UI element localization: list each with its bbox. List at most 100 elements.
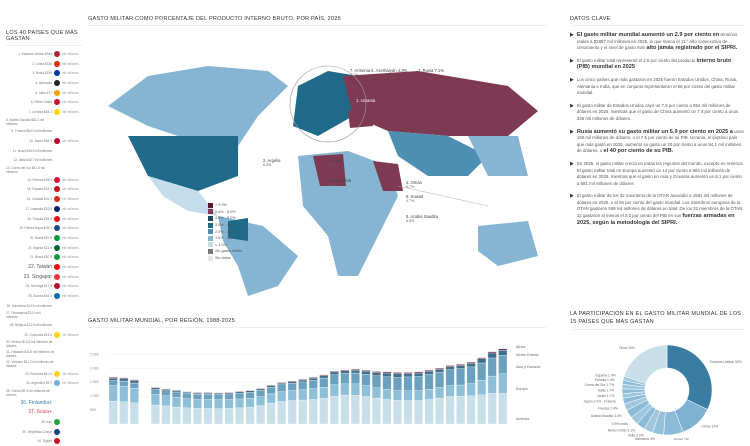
country-label: 19. Países Bajos $28.4 <box>19 226 52 230</box>
bar-segment <box>256 390 265 396</box>
bar-segment <box>120 378 129 379</box>
country-label: 29. Colombia $13.4 <box>24 333 52 337</box>
annotation-name: 7. Armenia 6. Azerbaiyán 4.3% <box>350 68 407 73</box>
country-label: 2. China $336 <box>32 62 52 66</box>
bar-segment <box>383 373 392 377</box>
bar-segment <box>204 408 213 424</box>
slice-label: Estados Unidos 32% <box>710 360 741 364</box>
bar-segment <box>225 394 234 400</box>
country-amount: mil millones <box>62 284 82 288</box>
bar-segment <box>183 392 192 393</box>
bar-segment <box>467 362 476 363</box>
country-label: 21. Brasil $20.9 <box>30 255 52 259</box>
bar-segment <box>277 385 286 392</box>
key-fact: ▶Los cinco países que más gastaron en 20… <box>570 77 745 97</box>
list-item: 37. Suiza+ <box>6 407 82 417</box>
list-item: 13. Corea del Sur $47.6 mil millones <box>6 165 82 175</box>
bar-segment <box>183 393 192 398</box>
bar-segment <box>172 391 181 392</box>
bar-segment <box>298 382 307 390</box>
list-item: 30. México $12.6 mil millones de dólares <box>6 340 82 350</box>
bar-segment <box>404 374 413 377</box>
country-label: 32. Vietnam $11.3 mil millones de dólare… <box>6 360 55 368</box>
flag-icon <box>54 293 60 299</box>
bar-segment <box>362 374 371 385</box>
bar-segment <box>288 391 297 401</box>
bullet-icon: ▶ <box>570 193 574 226</box>
legend-swatch <box>208 223 213 228</box>
country-label: 35. Grecia $9.3 mil millones de dólares <box>6 389 54 397</box>
country-amount: mil millones <box>62 381 82 385</box>
country-label: 6. Reino Unido <box>31 100 52 104</box>
fact-text: El gasto militar de los 32 miembros de l… <box>577 193 745 226</box>
country-label: 13. Corea del Sur $47.6 mil millones <box>6 166 54 174</box>
bar-segment <box>341 371 350 374</box>
bar-segment <box>414 373 423 376</box>
flag-icon <box>54 274 60 280</box>
country-label: 40. Egipto <box>38 439 52 443</box>
country-label: 8. Arabia Saudita $81.2 mil millones <box>6 118 53 126</box>
flag-icon <box>54 138 60 144</box>
fact-body: El gasto militar de Estados Unidos cayó … <box>577 103 738 121</box>
key-fact: ▶Rusia aumentó su gasto militar un 5.9 p… <box>570 129 745 155</box>
fact-body: En 2025, el gasto militar creció en toda… <box>577 161 744 186</box>
bar-segment <box>246 391 255 392</box>
fact-headline: Rusia aumentó su gasto militar un 5.9 po… <box>577 129 733 135</box>
bar-segment <box>488 352 497 353</box>
country-label: 7. Ucrania $84.1 <box>29 110 52 114</box>
bar-segment <box>309 399 318 424</box>
donut-chart: Estados Unidos 32%China 12%Rusia 7%Alema… <box>570 330 745 440</box>
bar-segment <box>162 389 171 390</box>
country-label: 24. Noruega $17.5 <box>26 284 52 288</box>
map-annotation: 1. Ucrania <box>356 98 375 103</box>
country-label: 1. Estados Unidos $954 <box>18 52 52 56</box>
bar-segment <box>288 382 297 384</box>
flag-icon <box>54 157 60 163</box>
bar-segment <box>351 395 360 424</box>
bar-segment <box>467 384 476 396</box>
flag-icon <box>54 312 60 318</box>
bar-segment <box>151 405 160 424</box>
donut-title: LA PARTICIPACIÓN EN EL GASTO MILITAR MUN… <box>570 310 745 330</box>
flag-icon <box>54 245 60 251</box>
bar-segment <box>488 358 497 376</box>
bar-segment <box>298 380 307 382</box>
slice-label: India 3.2% <box>628 433 644 437</box>
fact-body: El gasto militar total representó el 2.5… <box>577 58 695 63</box>
country-amount: mil millones <box>62 226 82 230</box>
bar-segment <box>120 402 129 424</box>
slice-label: Italia 1.7% <box>598 388 614 392</box>
flag-icon <box>54 409 60 415</box>
bar-segment <box>425 371 434 374</box>
country-amount: mil millones <box>62 236 82 240</box>
bar-segment <box>498 374 507 394</box>
bar-segment <box>330 372 339 375</box>
bar-segment <box>172 392 181 397</box>
key-fact: ▶El gasto militar mundial aumentó un 2.9… <box>570 32 745 52</box>
map-annotation: 7. Armenia 6. Azerbaiyán 4.3%6.1% <box>350 68 407 77</box>
list-item: 28. Bélgica $13.5 mil millones <box>6 320 82 330</box>
country-label: 38. Irán <box>41 420 52 424</box>
fact-highlight: el 40 por ciento de su PIB. <box>603 148 673 154</box>
legend-swatch <box>208 249 213 254</box>
annotation-value: 5.7% <box>406 185 422 189</box>
bar-segment <box>120 386 129 402</box>
y-tick-label: 2.000 <box>90 366 99 370</box>
bar-segment <box>256 389 265 390</box>
flag-icon <box>54 235 60 241</box>
bar-segment <box>498 349 507 350</box>
bar-segment <box>414 391 423 401</box>
legend-item: 4.0% - 5.0% <box>208 215 242 222</box>
flag-icon <box>54 216 60 222</box>
bar-segment <box>456 396 465 424</box>
flag-icon <box>54 51 60 57</box>
bullet-icon: ▶ <box>570 58 574 71</box>
